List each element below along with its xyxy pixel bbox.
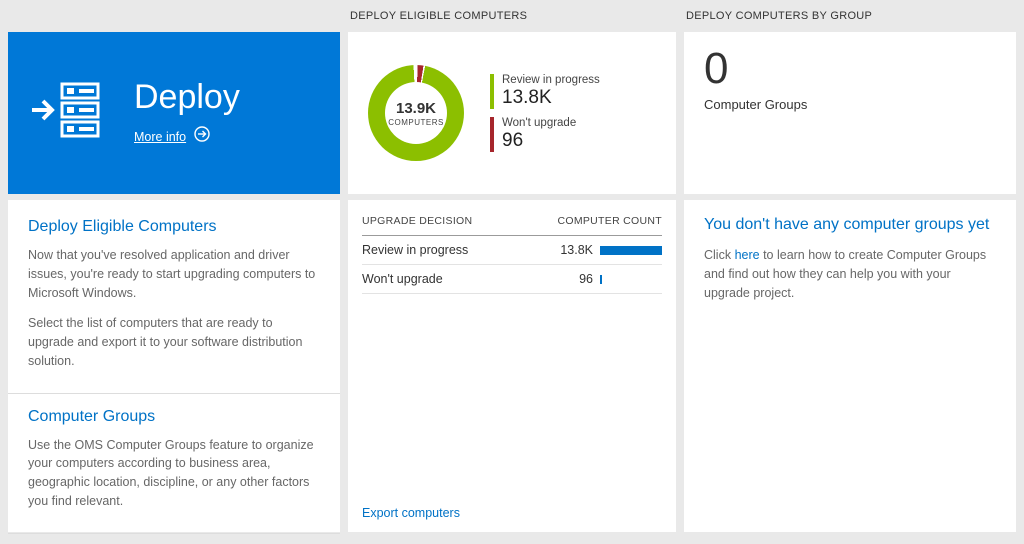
section-title-deploy-eligible: Deploy Eligible Computers bbox=[28, 218, 217, 235]
here-link[interactable]: here bbox=[734, 248, 760, 262]
section-paragraph: Select the list of computers that are re… bbox=[28, 316, 303, 368]
eligible-computers-donut-card[interactable]: 13.9K COMPUTERS Review in progress 13.8K… bbox=[348, 32, 676, 194]
legend-label: Won't upgrade bbox=[502, 117, 577, 129]
more-info-link[interactable]: More info bbox=[134, 129, 187, 144]
deploy-icon bbox=[30, 80, 104, 147]
no-groups-text-before: Click bbox=[704, 248, 735, 262]
no-groups-title: You don't have any computer groups yet bbox=[704, 216, 990, 233]
section-title-computer-groups: Computer Groups bbox=[28, 407, 156, 425]
more-info-arrow-icon[interactable] bbox=[194, 126, 210, 147]
deploy-tile[interactable]: Deploy More info bbox=[8, 32, 340, 194]
divider bbox=[8, 532, 340, 534]
divider bbox=[8, 392, 340, 394]
column-header-eligible-computers: DEPLOY ELIGIBLE COMPUTERS bbox=[350, 10, 528, 22]
no-groups-text: Click here to learn how to create Comput… bbox=[704, 246, 996, 302]
legend-item-wont-upgrade[interactable]: Won't upgrade 96 bbox=[490, 117, 600, 152]
table-row[interactable]: Won't upgrade 96 bbox=[362, 265, 662, 294]
legend-value: 13.8K bbox=[502, 87, 552, 108]
section-computer-groups: Computer Groups Use the OMS Computer Gro… bbox=[8, 394, 340, 527]
deploy-tile-title: Deploy bbox=[134, 77, 240, 116]
row-bar bbox=[600, 274, 602, 284]
table-row[interactable]: Review in progress 13.8K bbox=[362, 236, 662, 265]
export-computers-link[interactable]: Export computers bbox=[362, 506, 460, 520]
column-header-blank bbox=[8, 0, 340, 32]
deploy-dashboard: Deploy More info Deploy Eligible Compute… bbox=[8, 0, 1016, 534]
legend-swatch-green bbox=[490, 74, 494, 109]
donut-center: 13.9K COMPUTERS bbox=[368, 65, 464, 161]
computer-groups-count-label: Computer Groups bbox=[704, 96, 808, 112]
legend-item-review-in-progress[interactable]: Review in progress 13.8K bbox=[490, 74, 600, 109]
row-label: Won't upgrade bbox=[362, 272, 443, 286]
deploy-info-panel: Deploy Eligible Computers Now that you'v… bbox=[8, 200, 340, 534]
column-eligible-computers: DEPLOY ELIGIBLE COMPUTERS 13.9K COMPUTER… bbox=[348, 0, 676, 532]
row-label: Review in progress bbox=[362, 243, 469, 257]
computer-groups-count-card[interactable]: 0 Computer Groups bbox=[684, 32, 1016, 194]
donut-legend: Review in progress 13.8K Won't upgrade 9… bbox=[490, 74, 600, 152]
no-groups-text-after: to learn how to create Computer Groups a… bbox=[704, 248, 987, 300]
row-bar bbox=[600, 245, 662, 255]
legend-value: 96 bbox=[502, 130, 524, 151]
column-header-computers-by-group: DEPLOY COMPUTERS BY GROUP bbox=[686, 10, 873, 22]
legend-label: Review in progress bbox=[502, 74, 600, 86]
section-paragraph: Use the OMS Computer Groups feature to o… bbox=[28, 437, 314, 508]
section-paragraph: Now that you've resolved application and… bbox=[28, 248, 316, 300]
section-deploy-eligible: Deploy Eligible Computers Now that you'v… bbox=[8, 204, 340, 387]
deploy-tile-text: Deploy More info bbox=[134, 77, 240, 147]
row-bar-track bbox=[600, 245, 662, 255]
donut-chart: 13.9K COMPUTERS bbox=[368, 65, 464, 161]
table-header-computer-count: COMPUTER COUNT bbox=[557, 215, 662, 227]
donut-total-value: 13.9K bbox=[395, 99, 437, 117]
row-value: 96 bbox=[579, 272, 593, 286]
donut-total-label: COMPUTERS bbox=[388, 117, 444, 127]
legend-swatch-red bbox=[490, 117, 494, 152]
row-value: 13.8K bbox=[560, 243, 593, 257]
table-header-row: UPGRADE DECISION COMPUTER COUNT bbox=[362, 200, 662, 236]
column-computers-by-group: DEPLOY COMPUTERS BY GROUP 0 Computer Gro… bbox=[684, 0, 1016, 532]
upgrade-decision-table: UPGRADE DECISION COMPUTER COUNT Review i… bbox=[348, 200, 676, 532]
column-deploy: Deploy More info Deploy Eligible Compute… bbox=[8, 0, 340, 534]
computer-groups-count: 0 bbox=[704, 44, 729, 93]
no-computer-groups-panel: You don't have any computer groups yet C… bbox=[684, 200, 1016, 532]
table-header-upgrade-decision: UPGRADE DECISION bbox=[362, 215, 473, 227]
row-bar-track bbox=[600, 274, 662, 284]
